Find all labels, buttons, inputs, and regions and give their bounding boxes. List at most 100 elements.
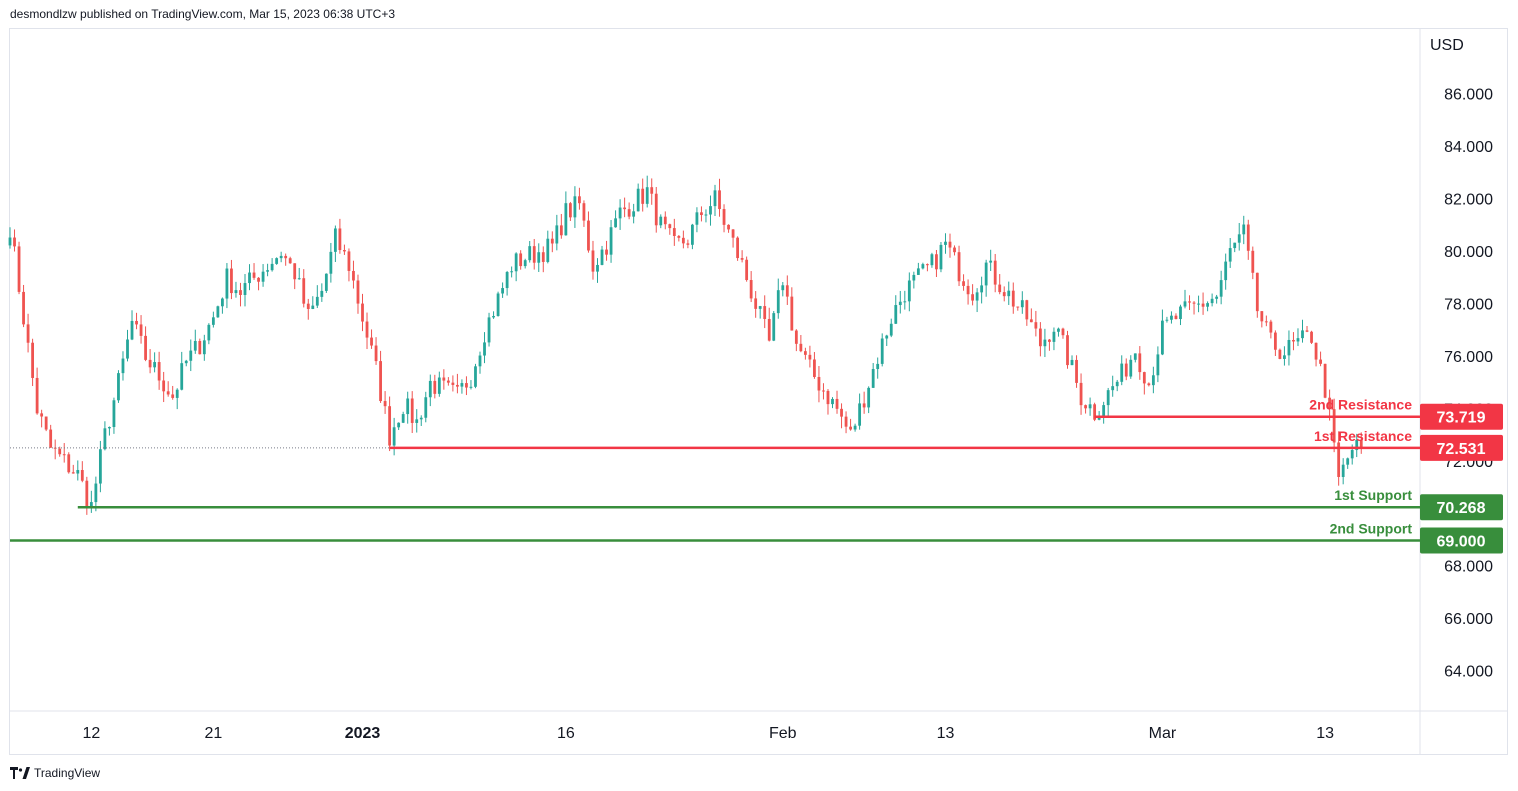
candle-body — [76, 470, 80, 474]
candle-body — [790, 296, 794, 331]
candle-body — [1029, 319, 1033, 323]
level-price-label: 70.268 — [1437, 500, 1486, 517]
candle-body — [1332, 409, 1336, 443]
candle-body — [1020, 300, 1024, 308]
candle-body — [962, 281, 965, 286]
candle-body — [370, 337, 373, 346]
candle-body — [596, 264, 599, 272]
footer-brand[interactable]: TradingView — [10, 766, 100, 780]
candle-body — [844, 416, 848, 427]
candle-body — [1011, 290, 1015, 307]
candle-body — [1337, 442, 1341, 477]
candle-body — [1052, 331, 1056, 342]
level-name: 2nd Support — [1330, 521, 1413, 537]
candle-body — [62, 454, 66, 456]
candle-body — [1016, 306, 1020, 308]
candle-body — [880, 338, 884, 364]
candle-body — [939, 244, 943, 270]
candle-body — [1129, 359, 1133, 377]
candle-body — [614, 218, 617, 228]
candle-body — [1048, 339, 1051, 342]
candle-body — [921, 264, 925, 269]
candle-body — [672, 228, 676, 236]
candle-body — [1201, 303, 1205, 307]
candle-body — [40, 413, 44, 417]
candle-body — [257, 277, 260, 282]
candle-body — [1301, 330, 1304, 339]
candle-body — [840, 408, 843, 417]
candle-body — [605, 249, 608, 255]
candle-body — [695, 212, 699, 225]
candle-body — [740, 258, 744, 260]
candle-body — [67, 454, 71, 473]
candle-body — [275, 258, 279, 264]
candle-body — [853, 425, 857, 430]
candle-body — [831, 398, 834, 405]
candle-body — [587, 220, 590, 251]
candle-body — [903, 301, 907, 303]
candle-body — [794, 330, 798, 344]
level-name: 1st Support — [1334, 487, 1412, 503]
candle-body — [1106, 390, 1110, 406]
candle-body — [736, 237, 739, 259]
candle-body — [1002, 292, 1006, 297]
candle-body — [487, 317, 491, 343]
candle-body — [49, 429, 53, 448]
candle-body — [180, 363, 184, 390]
candle-body — [1319, 359, 1322, 364]
candle-body — [618, 207, 622, 219]
candle-body — [474, 366, 477, 387]
candle-body — [361, 303, 364, 322]
level-price-label: 69.000 — [1437, 534, 1486, 551]
candle-body — [175, 389, 179, 398]
candle-body — [230, 268, 233, 294]
candle-body — [907, 280, 911, 302]
candle-body — [785, 285, 789, 297]
candle-body — [709, 206, 712, 215]
candle-body — [681, 237, 685, 244]
candle-body — [1228, 248, 1232, 262]
candle-body — [528, 246, 532, 261]
candle-body — [221, 298, 224, 307]
candle-body — [343, 250, 346, 252]
candle-body — [514, 253, 518, 272]
candle-body — [383, 401, 387, 407]
candle-body — [442, 377, 446, 381]
candle-body — [8, 237, 12, 246]
candle-body — [1278, 349, 1282, 359]
candle-body — [338, 228, 342, 251]
candle-body — [428, 380, 432, 398]
x-tick-label: 16 — [557, 725, 575, 742]
candle-body — [501, 288, 504, 294]
candle-body — [578, 196, 581, 204]
candle-body — [465, 383, 468, 388]
candle-body — [270, 263, 274, 271]
candle-body — [1292, 339, 1295, 342]
candle-body — [704, 214, 708, 216]
candle-body — [1197, 303, 1200, 305]
candle-body — [1138, 353, 1142, 373]
candle-body — [392, 427, 396, 446]
candle-body — [311, 305, 315, 309]
candle-body — [80, 470, 84, 481]
level-name: 2nd Resistance — [1309, 397, 1412, 413]
candle-body — [1120, 363, 1124, 382]
candle-body — [193, 340, 197, 351]
candle-body — [772, 313, 776, 341]
candle-body — [184, 360, 188, 364]
y-tick-label: 64.000 — [1444, 664, 1493, 681]
candle-body — [126, 339, 129, 359]
candle-body — [98, 449, 102, 484]
candle-body — [266, 270, 269, 272]
candle-body — [668, 224, 672, 229]
candle-body — [876, 363, 880, 370]
candle-body — [559, 225, 563, 236]
y-tick-label: 76.000 — [1444, 349, 1493, 366]
candle-body — [1007, 290, 1011, 297]
candle-body — [718, 190, 721, 210]
candle-body — [1215, 296, 1219, 299]
candle-body — [320, 290, 324, 297]
candle-body — [835, 398, 839, 409]
candle-body — [410, 398, 414, 423]
